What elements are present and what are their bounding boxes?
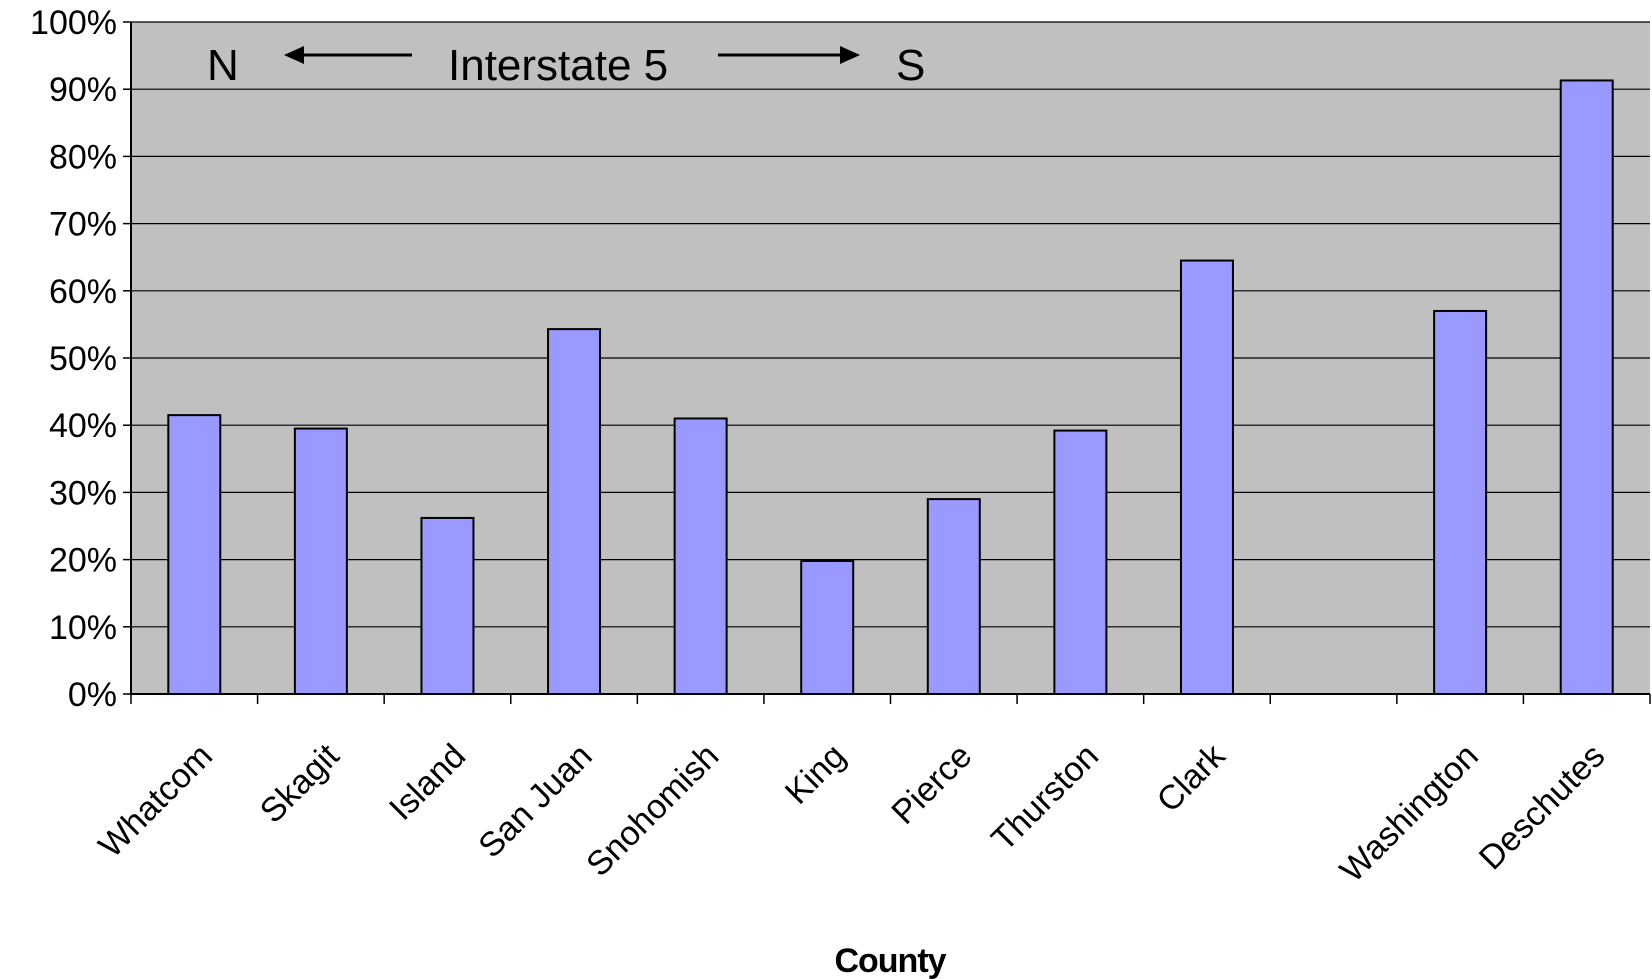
bar: [1179, 259, 1234, 695]
x-tick-label: Pierce: [884, 737, 979, 832]
x-tick-label: Washington: [1333, 737, 1486, 890]
gridlines: [131, 21, 1650, 628]
y-axis-ticks: 0% 10% 20% 30% 40% 50% 60% 70% 80% 90% 100%: [30, 4, 131, 714]
y-tick-label: 80%: [49, 138, 117, 176]
bar: [1053, 429, 1108, 695]
bar: [926, 498, 981, 695]
bar: [800, 559, 855, 695]
x-tick-label: Thurston: [984, 737, 1106, 859]
y-tick-label: 90%: [49, 71, 117, 109]
x-tick-label: Snohomish: [579, 737, 726, 884]
arrow-right-head-icon: [840, 46, 860, 64]
x-tick-label: Skagit: [253, 736, 347, 830]
x-tick-label: Whatcom: [92, 737, 220, 865]
south-label: S: [896, 41, 925, 90]
bar: [547, 328, 602, 695]
bar: [420, 516, 475, 695]
bar: [673, 417, 728, 695]
bar: [1433, 309, 1488, 695]
bar: [167, 414, 222, 695]
y-tick-label: 100%: [30, 4, 117, 42]
bars: [167, 79, 1614, 696]
y-tick-label: 20%: [49, 542, 117, 580]
y-tick-label: 30%: [49, 474, 117, 512]
bar: [293, 427, 348, 695]
x-tick-label: Clark: [1150, 736, 1234, 820]
y-tick-label: 50%: [49, 340, 117, 378]
interstate-annotation: N Interstate 5 S: [207, 41, 925, 90]
y-tick-label: 60%: [49, 273, 117, 311]
x-tick-label: San Juan: [471, 737, 599, 865]
y-tick-label: 10%: [49, 609, 117, 647]
x-tick-label: King: [778, 737, 853, 812]
y-tick-label: 70%: [49, 206, 117, 244]
x-axis-title: County: [834, 942, 946, 979]
north-label: N: [207, 41, 239, 90]
x-tick-label: Deschutes: [1472, 737, 1612, 877]
y-tick-label: 0%: [68, 676, 117, 714]
interstate-label: Interstate 5: [448, 41, 668, 90]
x-tick-label: Island: [382, 737, 473, 828]
bar: [1559, 79, 1614, 696]
arrow-left-head-icon: [284, 46, 304, 64]
y-tick-label: 40%: [49, 407, 117, 445]
